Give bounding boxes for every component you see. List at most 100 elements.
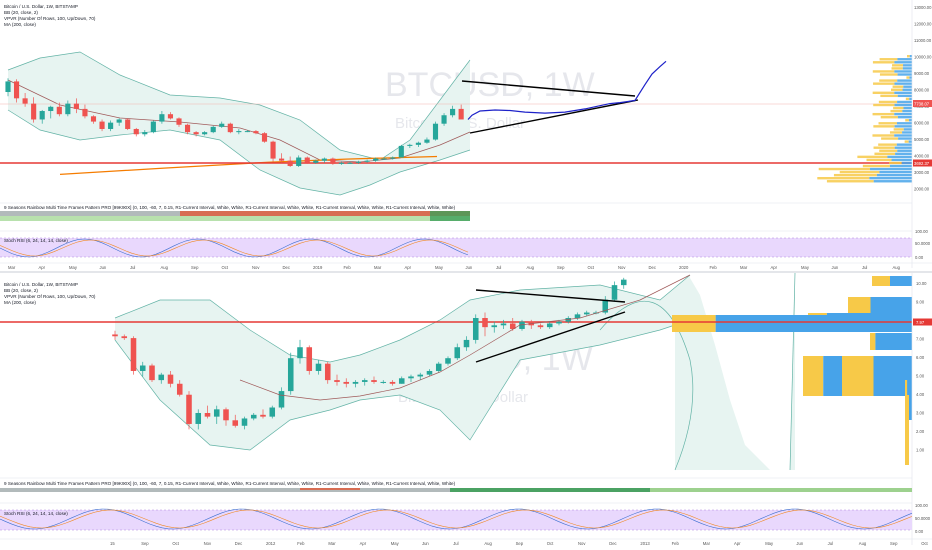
top-candle-body: [13, 81, 20, 99]
top-time-tick: Jul: [862, 265, 867, 270]
top-time-tick: Mar: [8, 265, 16, 270]
top-vpvr-up-row: [878, 122, 897, 125]
top-vpvr-up-row: [866, 158, 892, 162]
top-time-tick: May: [69, 265, 78, 270]
bottom-bb-fill: [115, 275, 690, 450]
top-vpvr-down-row: [903, 106, 912, 110]
top-time-tick: Nov: [618, 265, 626, 270]
bottom-volume-profile: [672, 276, 912, 465]
bottom-time-tick: Mar: [703, 541, 711, 546]
bottom-candle-body: [445, 358, 451, 364]
top-vpvr-up-row: [818, 167, 871, 171]
bottom-vpvr-up-block: [803, 356, 824, 396]
bottom-candle-body: [195, 412, 202, 424]
top-candle-body: [244, 131, 250, 133]
top-vpvr-up-row: [872, 61, 895, 64]
top-time-tick: May: [435, 265, 444, 270]
top-vpvr-down-row: [902, 131, 912, 134]
top-time-tick: Apr: [39, 265, 46, 270]
bottom-rainbow-band: [300, 488, 360, 490]
bottom-line-price-label: 7.97: [916, 320, 925, 325]
top-legend-bb: BB (20, close, 2): [4, 10, 38, 15]
top-candle-body: [355, 161, 362, 163]
bottom-price-tick: 1.00: [916, 448, 925, 453]
top-candle-body: [373, 158, 379, 161]
bottom-candle-body: [278, 391, 285, 408]
top-candle-body: [279, 158, 285, 161]
top-vpvr-up-row: [892, 64, 904, 67]
bottom-time-tick: Feb: [297, 541, 305, 546]
bottom-bb-upper: [114, 274, 691, 363]
top-vpvr-down-row: [894, 70, 912, 73]
bottom-time-tick: 15: [110, 541, 115, 546]
bottom-candle-body: [121, 336, 128, 339]
bottom-candle-body: [574, 314, 581, 319]
top-legend-title: Bitcoin / U.S. Dollar, 1W, BITSTAMP: [4, 4, 78, 9]
bottom-candle-body: [435, 363, 442, 371]
top-time-tick: Aug: [527, 265, 535, 270]
top-candle-body: [450, 108, 456, 116]
top-time-axis[interactable]: Mar Apr May Jun Jul Aug Sep Oct Nov Dec 2019 Feb Mar…: [8, 265, 901, 270]
bottom-trendline-lower[interactable]: [475, 311, 626, 363]
top-candle-body: [99, 121, 105, 129]
bottom-time-tick: Jul: [453, 541, 458, 546]
top-vpvr-down-row: [897, 58, 912, 61]
top-vpvr-down-row: [891, 158, 912, 162]
top-projection-drawing[interactable]: [467, 60, 667, 120]
top-vpvr-down-row: [897, 79, 912, 82]
top-current-price-tag: [913, 100, 932, 107]
bottom-candle-body: [149, 365, 155, 381]
bottom-legend-ma: MA (200, close): [4, 300, 36, 305]
top-price-axis[interactable]: 13000.00 12000.00 11000.00 10000.00 9000.00 8…: [914, 5, 932, 192]
bottom-price-tick: 10.00: [916, 281, 927, 286]
top-vpvr-down-row: [901, 161, 912, 165]
top-vpvr-up-row: [857, 155, 888, 159]
bottom-line-price-tag: [913, 318, 932, 326]
bottom-candle-body: [287, 358, 294, 392]
top-vpvr-up-row: [879, 149, 898, 152]
top-candle-body: [133, 128, 139, 135]
bottom-vpvr-down-block: [890, 276, 912, 286]
top-line-price-tag: [913, 159, 932, 167]
bottom-vpvr-up-block: [672, 315, 716, 332]
bottom-legend-title: Bitcoin / U.S. Dollar, 1W, BITSTAMP: [4, 282, 78, 287]
top-rainbow-band: [430, 211, 470, 221]
top-vpvr-down-row: [870, 167, 912, 171]
top-vpvr-down-row: [896, 122, 912, 125]
bottom-time-axis[interactable]: 15 Sep Oct Nov Dec 2012 Feb Mar Apr May Jun Jul Aug S…: [110, 541, 929, 546]
top-time-tick: 2019: [313, 265, 323, 270]
top-time-tick: Jul: [496, 265, 501, 270]
top-current-price-label: 7738.07: [914, 102, 930, 107]
top-watermark-symbol: BTCUSD, 1W: [385, 66, 595, 104]
bottom-stoch-tick-0: 0.00: [915, 529, 924, 534]
top-candle-body: [304, 157, 310, 163]
bottom-candle-body: [158, 374, 165, 381]
bottom-candle-body: [352, 381, 359, 384]
top-candle-body: [39, 111, 45, 120]
bottom-time-tick: Sep: [516, 541, 524, 546]
bottom-moving-average: [239, 274, 691, 401]
top-candle-body: [56, 106, 62, 115]
top-trendline-lower[interactable]: [469, 99, 639, 134]
top-candle-body: [432, 123, 439, 140]
bottom-candle-body: [213, 409, 220, 417]
top-trendline-upper[interactable]: [461, 80, 636, 97]
bottom-rainbow-band: [450, 488, 650, 492]
top-stoch-d-line: [0, 239, 469, 257]
top-time-tick: Sep: [557, 265, 565, 270]
bottom-candle-body: [556, 321, 562, 324]
top-vpvr-down-row: [894, 103, 912, 107]
top-vpvr-down-row: [894, 134, 912, 137]
bottom-candle-body: [204, 412, 211, 417]
bottom-time-tick: Nov: [204, 541, 212, 546]
bottom-bb-projection: [599, 300, 694, 471]
top-candle-body: [236, 131, 242, 133]
top-bb-lower: [7, 109, 471, 196]
top-time-tick: Aug: [893, 265, 901, 270]
bottom-trendline-upper[interactable]: [475, 289, 626, 303]
top-time-tick: Oct: [588, 265, 595, 270]
bottom-candle-body: [426, 370, 433, 375]
top-vpvr-up-row: [872, 70, 895, 73]
bottom-candle-body: [491, 325, 498, 328]
bottom-bb-projection-edge: [789, 272, 796, 471]
